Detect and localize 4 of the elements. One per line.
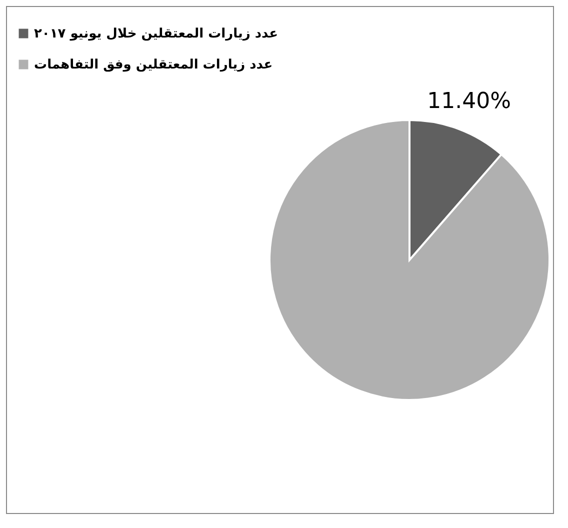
legend-label: عدد زيارات المعتقلين وفق التفاهمات: [34, 58, 273, 72]
data-label: 11.40%: [427, 88, 512, 114]
pie-slice: [268, 119, 550, 401]
legend-label: عدد زيارات المعتقلين خلال يونيو ٢٠١٧: [34, 26, 278, 42]
